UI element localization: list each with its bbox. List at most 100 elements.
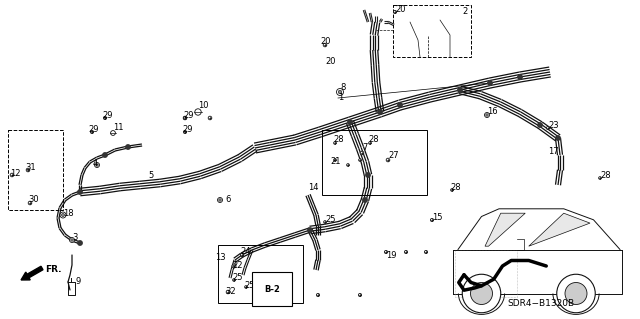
Text: 14: 14: [308, 183, 319, 192]
Text: 13: 13: [215, 254, 226, 263]
Bar: [8, 130, 63, 210]
Bar: [322, 130, 427, 195]
Bar: [218, 245, 303, 303]
Circle shape: [339, 90, 342, 94]
Text: 25: 25: [232, 273, 243, 283]
Circle shape: [126, 145, 130, 149]
Text: 16: 16: [487, 108, 498, 116]
Circle shape: [394, 11, 397, 14]
Circle shape: [184, 130, 187, 134]
Circle shape: [398, 103, 402, 107]
Text: 29: 29: [88, 125, 99, 135]
Circle shape: [26, 168, 30, 172]
Circle shape: [518, 75, 522, 79]
Circle shape: [78, 241, 82, 245]
Circle shape: [348, 120, 352, 124]
Text: 31: 31: [25, 164, 36, 173]
Text: 27: 27: [388, 151, 399, 160]
Text: 15: 15: [432, 213, 442, 222]
Text: 32: 32: [225, 287, 236, 296]
Text: 20: 20: [320, 38, 330, 47]
Circle shape: [308, 228, 312, 232]
Circle shape: [404, 250, 408, 254]
Text: 29: 29: [182, 125, 193, 135]
Circle shape: [484, 113, 490, 117]
Text: 25: 25: [325, 216, 335, 225]
Text: 1: 1: [338, 93, 343, 102]
Circle shape: [557, 274, 595, 313]
Circle shape: [363, 198, 367, 202]
Circle shape: [358, 293, 362, 297]
Text: 18: 18: [63, 209, 74, 218]
Text: 4: 4: [93, 159, 99, 167]
Text: 29: 29: [183, 110, 193, 120]
Text: 28: 28: [333, 136, 344, 145]
Circle shape: [470, 283, 493, 305]
Text: 3: 3: [72, 234, 77, 242]
Text: 28: 28: [450, 183, 461, 192]
Text: 20: 20: [325, 57, 335, 66]
Text: B-2: B-2: [268, 284, 282, 293]
Circle shape: [104, 116, 107, 120]
Circle shape: [462, 274, 500, 313]
Circle shape: [486, 114, 488, 116]
Circle shape: [208, 116, 212, 120]
Text: 24: 24: [240, 248, 250, 256]
Text: 28: 28: [600, 170, 611, 180]
Circle shape: [316, 293, 319, 297]
Circle shape: [431, 219, 433, 222]
Circle shape: [78, 190, 82, 194]
Circle shape: [337, 88, 344, 95]
Text: 9: 9: [75, 278, 80, 286]
Circle shape: [488, 81, 492, 85]
Text: 23: 23: [548, 121, 559, 130]
Circle shape: [360, 151, 364, 155]
Circle shape: [547, 126, 550, 130]
Text: 25: 25: [244, 280, 255, 290]
Text: 11: 11: [113, 122, 124, 131]
Text: 28: 28: [368, 136, 379, 145]
Text: 21: 21: [330, 158, 340, 167]
Circle shape: [538, 123, 542, 127]
Circle shape: [241, 253, 244, 256]
Circle shape: [369, 142, 371, 145]
Circle shape: [96, 164, 99, 166]
Text: 10: 10: [198, 100, 209, 109]
Circle shape: [218, 197, 223, 203]
Text: B-2: B-2: [264, 285, 280, 293]
Text: 7: 7: [362, 144, 367, 152]
Circle shape: [226, 290, 230, 294]
Bar: [393, 5, 471, 57]
Circle shape: [347, 164, 349, 166]
Text: 17: 17: [548, 147, 559, 157]
Circle shape: [323, 43, 327, 47]
Circle shape: [366, 173, 370, 177]
Circle shape: [358, 159, 362, 161]
Circle shape: [458, 88, 462, 92]
Polygon shape: [529, 213, 590, 246]
Text: 12: 12: [10, 168, 20, 177]
Circle shape: [60, 212, 66, 218]
Circle shape: [10, 173, 14, 177]
Circle shape: [333, 142, 337, 145]
Text: 19: 19: [386, 250, 397, 259]
Circle shape: [244, 286, 247, 288]
Circle shape: [451, 189, 453, 191]
Circle shape: [556, 136, 560, 140]
Circle shape: [71, 239, 73, 241]
Circle shape: [233, 265, 235, 267]
Text: 6: 6: [225, 196, 230, 204]
Circle shape: [378, 110, 382, 114]
Text: SDR4−B1320B: SDR4−B1320B: [508, 299, 575, 308]
Circle shape: [95, 162, 99, 167]
FancyArrow shape: [21, 266, 43, 280]
Circle shape: [219, 199, 221, 201]
Circle shape: [324, 221, 326, 223]
Text: 22: 22: [232, 261, 243, 270]
Circle shape: [598, 177, 602, 179]
Circle shape: [386, 158, 390, 162]
Circle shape: [61, 213, 65, 217]
Circle shape: [184, 116, 187, 120]
Circle shape: [565, 283, 587, 305]
Polygon shape: [485, 213, 525, 246]
